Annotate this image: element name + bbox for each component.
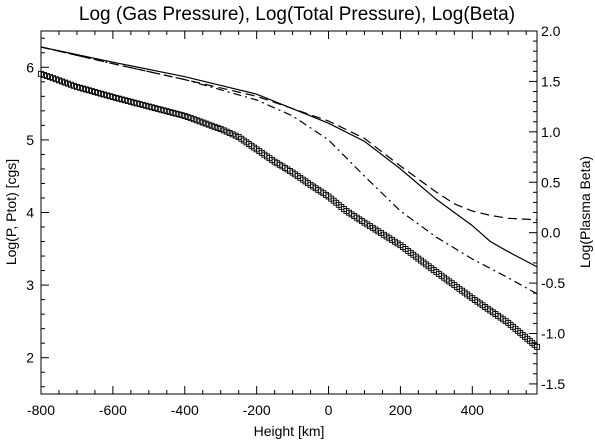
series-line-dashed <box>40 46 538 221</box>
data-point <box>136 101 143 108</box>
data-point <box>91 89 98 95</box>
data-point <box>184 114 191 120</box>
y2-tick-label: -1.0 <box>541 326 565 342</box>
data-point <box>47 74 53 81</box>
data-point <box>211 123 218 130</box>
x-tick-label: -600 <box>99 402 127 418</box>
data-point <box>76 84 83 91</box>
y2-tick-label: 0.5 <box>541 174 561 190</box>
data-point <box>50 75 56 82</box>
data-point <box>59 78 65 85</box>
series-layer <box>38 46 540 350</box>
x-tick-label: 400 <box>461 402 485 418</box>
data-point <box>97 90 104 97</box>
data-point <box>151 105 158 112</box>
y2-tick-label: 1.0 <box>541 124 561 140</box>
data-point <box>38 70 44 77</box>
data-point <box>103 92 110 99</box>
data-point <box>534 343 540 350</box>
data-point <box>100 91 107 98</box>
data-point <box>41 71 47 78</box>
data-point <box>223 128 230 135</box>
data-point <box>112 94 119 101</box>
data-point <box>199 119 206 126</box>
y-tick-label: 6 <box>26 59 34 75</box>
data-point <box>187 115 194 122</box>
data-point <box>56 77 62 84</box>
data-point <box>70 82 77 89</box>
data-point <box>181 112 188 119</box>
data-point <box>166 109 173 115</box>
y-tick-label: 3 <box>26 277 34 293</box>
data-point <box>205 121 212 128</box>
data-point <box>88 88 95 95</box>
y2-tick-label: 1.5 <box>541 73 561 89</box>
x-tick-label: -400 <box>171 402 199 418</box>
data-point <box>169 109 176 116</box>
data-point <box>232 132 239 139</box>
data-point <box>193 117 200 124</box>
data-point <box>109 94 116 101</box>
y2-tick-label: -1.5 <box>541 376 565 392</box>
data-point <box>115 95 122 102</box>
x-tick-label: 200 <box>389 402 413 418</box>
y-axis-label: Log(P, Ptot) [cgs] <box>3 159 19 265</box>
data-point <box>133 100 140 107</box>
data-point <box>65 80 71 87</box>
chart-title: Log (Gas Pressure), Log(Total Pressure),… <box>79 4 515 25</box>
x-tick-label: 0 <box>325 402 333 418</box>
data-point <box>79 85 86 92</box>
data-point <box>226 130 233 136</box>
data-point <box>124 98 131 104</box>
data-point <box>82 86 89 93</box>
y2-tick-label: -0.5 <box>541 275 565 291</box>
data-point <box>196 118 203 125</box>
data-point <box>220 127 227 134</box>
y2-axis-label: Log(Plasma Beta) <box>577 156 593 268</box>
data-point <box>53 76 59 83</box>
series-line-dash-dot <box>40 46 538 295</box>
data-point <box>208 122 215 129</box>
data-point <box>160 107 167 114</box>
y-tick-label: 2 <box>26 350 34 366</box>
ticks-layer: -800 -600 -400 -200 0 200 400 2 3 4 5 6 -1.5 -1.0 -0.5… <box>26 23 565 418</box>
data-point <box>190 116 197 123</box>
y-tick-label: 5 <box>26 132 34 148</box>
series-square-markers <box>38 70 540 350</box>
data-point <box>73 83 80 90</box>
data-point <box>145 103 152 110</box>
series-line-solid <box>40 46 538 268</box>
data-point <box>62 79 68 86</box>
data-point <box>44 73 50 79</box>
x-axis-label: Height [km] <box>254 423 325 439</box>
data-point <box>172 110 179 117</box>
data-point <box>175 111 182 118</box>
data-point <box>178 112 185 119</box>
x-tick-label: -200 <box>243 402 271 418</box>
plot-frame <box>40 30 538 395</box>
data-point <box>148 104 155 111</box>
data-point <box>142 102 149 109</box>
data-point <box>157 106 164 113</box>
data-point <box>154 105 161 112</box>
data-point <box>202 120 209 127</box>
data-point <box>106 93 113 100</box>
data-point <box>139 101 146 108</box>
data-point <box>94 89 101 96</box>
data-point <box>214 124 221 131</box>
data-point <box>163 108 170 115</box>
x-tick-label: -800 <box>27 402 55 418</box>
data-point <box>85 87 92 94</box>
data-point <box>68 81 74 88</box>
y-tick-label: 4 <box>26 205 34 221</box>
data-point <box>118 96 125 103</box>
data-point <box>229 131 236 138</box>
y2-tick-label: 2.0 <box>541 23 561 39</box>
data-point <box>130 99 137 106</box>
data-point <box>127 98 134 105</box>
data-point <box>121 97 128 104</box>
y2-tick-label: 0.0 <box>541 225 561 241</box>
data-point <box>217 126 224 132</box>
